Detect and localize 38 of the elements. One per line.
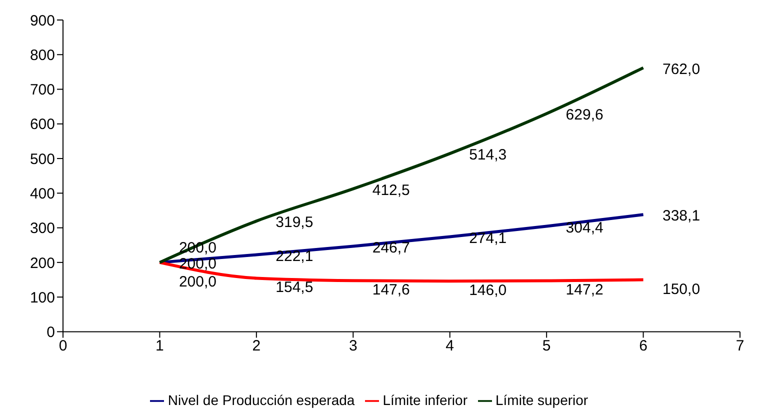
data-label: 514,3: [469, 146, 507, 164]
x-tick-label: 3: [348, 337, 358, 354]
data-label: 222,1: [276, 248, 314, 265]
y-tick-label: 300: [30, 220, 55, 238]
data-label: 200,0: [178, 255, 216, 272]
legend-label: Límite superior: [496, 392, 588, 408]
x-tick-label: 7: [736, 337, 744, 354]
y-tick-label: 800: [30, 46, 55, 64]
data-label: 147,6: [372, 282, 410, 299]
data-label: 762,0: [662, 60, 700, 78]
data-label: 304,4: [566, 219, 604, 236]
y-tick-label: 400: [30, 185, 55, 202]
x-tick-label: 1: [156, 337, 164, 354]
data-label: 147,2: [566, 282, 604, 299]
y-tick-label: 100: [30, 289, 55, 306]
y-tick-label: 600: [30, 116, 55, 134]
data-label: 154,5: [276, 279, 314, 296]
legend-label: Límite inferior: [382, 392, 468, 408]
data-label: 319,5: [276, 214, 314, 232]
x-tick-label: 0: [58, 337, 68, 354]
x-tick-label: 4: [446, 337, 454, 354]
data-label: 150,0: [662, 280, 700, 298]
x-tick-label: 6: [639, 337, 648, 354]
data-label: 338,1: [662, 208, 700, 225]
data-label: 200,0: [178, 273, 216, 290]
data-label: 246,7: [372, 239, 410, 256]
legend-label: Nivel de Producción esperada: [168, 392, 355, 408]
y-tick-label: 500: [30, 150, 55, 168]
y-tick-label: 900: [30, 12, 55, 30]
x-tick-label: 5: [542, 337, 551, 354]
data-label: 629,6: [566, 106, 604, 124]
y-tick-label: 0: [46, 324, 55, 342]
data-label: 146,0: [469, 282, 507, 300]
y-tick-label: 700: [30, 82, 55, 99]
y-tick-label: 200: [30, 254, 55, 272]
x-tick-label: 2: [252, 337, 261, 354]
data-label: 274,1: [469, 230, 507, 247]
data-label: 412,5: [372, 182, 410, 199]
